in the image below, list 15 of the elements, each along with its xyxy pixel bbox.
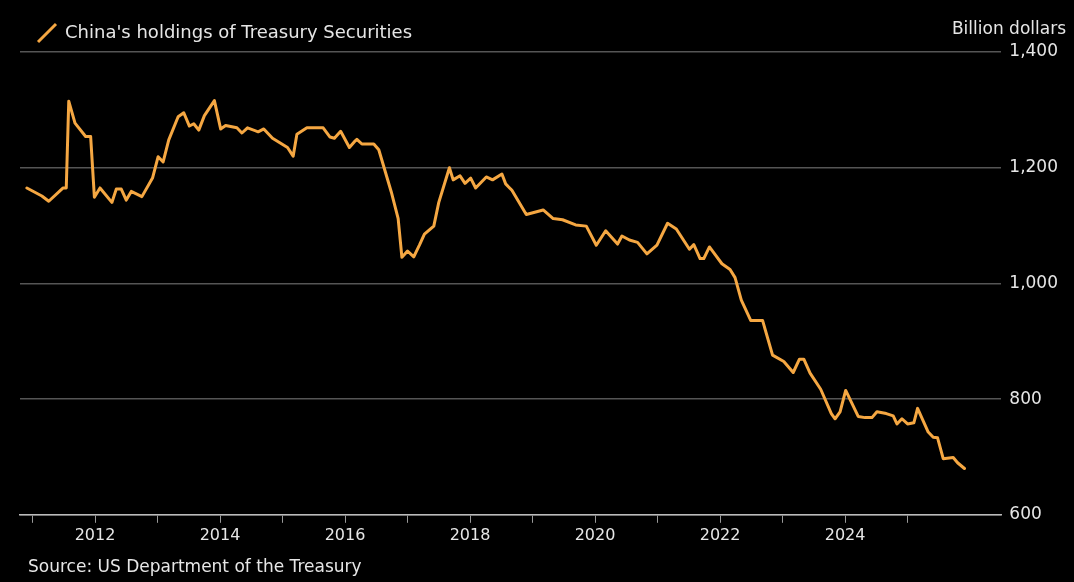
- y-tick-label: 1,200: [1009, 156, 1058, 177]
- source-note: Source: US Department of the Treasury: [28, 555, 362, 576]
- x-tick-label: 2014: [199, 524, 241, 544]
- y-tick-label: 1,400: [1009, 40, 1058, 61]
- legend-label: China's holdings of Treasury Securities: [65, 20, 413, 42]
- x-tick-label: 2018: [449, 524, 491, 544]
- x-tick-label: 2012: [74, 524, 116, 544]
- x-tick-label: 2020: [574, 524, 616, 544]
- y-tick-label: 800: [1009, 387, 1042, 408]
- y-axis-title: Billion dollars: [951, 17, 1067, 38]
- y-tick-label: 1,000: [1009, 271, 1058, 292]
- x-tick-label: 2024: [824, 524, 866, 544]
- y-tick-label: 600: [1009, 503, 1042, 524]
- x-tick-label: 2016: [324, 524, 366, 544]
- x-tick-label: 2022: [699, 524, 741, 544]
